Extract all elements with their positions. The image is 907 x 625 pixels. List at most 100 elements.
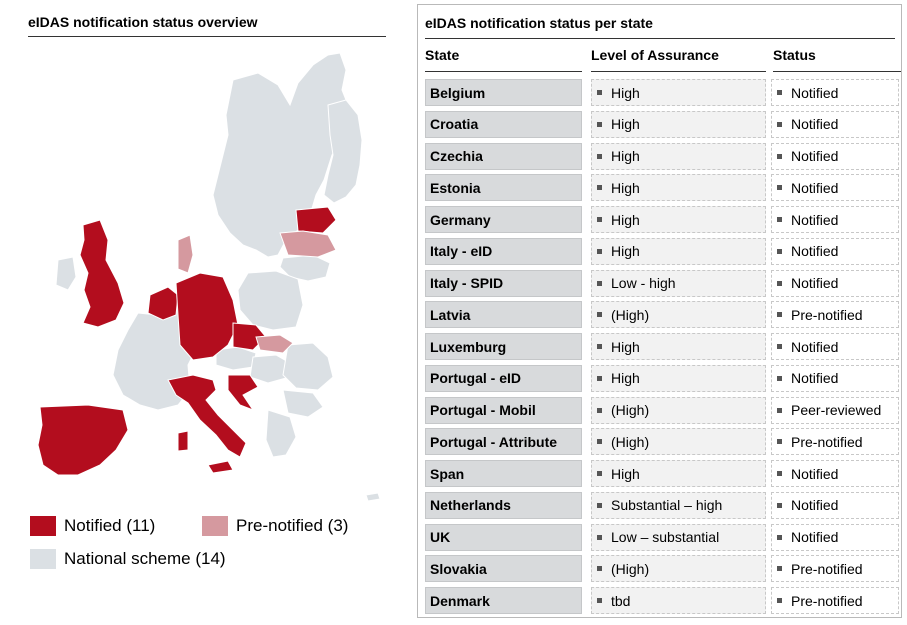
status-value: Pre-notified (791, 306, 863, 323)
state-name: Belgium (430, 84, 486, 101)
status-value: Notified (791, 84, 839, 101)
bullet-icon (777, 534, 782, 540)
status-value: Notified (791, 275, 839, 291)
status-value: Notified (791, 116, 839, 133)
loa-value: Low – substantial (611, 529, 720, 545)
table-row: Luxemburg High Notified (425, 333, 900, 365)
state-cell: Span (425, 460, 582, 487)
overview-title: eIDAS notification status overview (28, 10, 386, 37)
state-name: Netherlands (430, 497, 511, 514)
loa-value: High (611, 211, 640, 228)
map-region-sardinia (177, 430, 189, 452)
state-name: Italy - SPID (430, 275, 504, 291)
state-name: Czechia (430, 148, 483, 164)
table-row: Netherlands Substantial – high Notified (425, 491, 900, 524)
status-value: Notified (791, 497, 839, 514)
bullet-icon (777, 471, 782, 476)
bullet-icon (597, 375, 602, 381)
state-cell: Luxemburg (425, 333, 582, 360)
bullet-icon (597, 407, 602, 413)
state-name: UK (430, 529, 451, 545)
loa-value: High (611, 179, 640, 196)
status-value: Notified (791, 338, 839, 355)
map-region-cyprus (365, 492, 381, 502)
map-region-estonia (295, 206, 337, 234)
state-cell: Portugal - eID (425, 364, 582, 392)
table-row: Denmark tbd Pre-notified (425, 587, 900, 619)
table-row: Portugal - Attribute (High) Pre-notified (425, 428, 900, 460)
legend-label-pre-notified: Pre-notified (3) (236, 516, 349, 535)
loa-cell: Low - high (591, 269, 766, 297)
loa-cell: High (591, 364, 766, 392)
loa-value: Substantial – high (611, 497, 723, 514)
bullet-icon (777, 502, 782, 508)
loa-cell: High (591, 460, 766, 487)
state-cell: Denmark (425, 587, 582, 614)
bullet-icon (597, 471, 602, 476)
status-value: Notified (791, 243, 839, 260)
map-region-sicily (207, 460, 234, 474)
status-cell: Notified (771, 269, 899, 297)
status-cell: Notified (771, 491, 899, 519)
loa-cell: High (591, 206, 766, 233)
bullet-icon (597, 534, 602, 540)
column-header-status: Status (773, 47, 901, 72)
loa-cell: High (591, 110, 766, 138)
bullet-icon (777, 439, 782, 445)
table-row: Span High Notified (425, 460, 900, 492)
loa-value: High (611, 465, 640, 482)
table-row: Portugal - Mobil (High) Peer-reviewed (425, 396, 900, 429)
map-region-bulgaria (282, 389, 324, 418)
bullet-icon (597, 344, 602, 349)
table-row: Czechia High Notified (425, 142, 900, 175)
status-cell: Notified (771, 460, 899, 487)
table-row: Slovakia (High) Pre-notified (425, 555, 900, 587)
map-region-germany (175, 272, 239, 361)
bullet-icon (777, 153, 782, 159)
map-region-uk (79, 219, 125, 328)
status-cell: Notified (771, 110, 899, 138)
bullet-icon (777, 121, 782, 127)
state-name: Slovakia (430, 560, 487, 577)
bullet-icon (597, 248, 602, 254)
legend-label-notified: Notified (11) (64, 516, 156, 535)
bullet-icon (597, 280, 602, 286)
status-cell: Pre-notified (771, 428, 899, 456)
legend-item-notified: Notified (11) (30, 515, 155, 537)
legend-item-pre-notified: Pre-notified (3) (202, 515, 348, 537)
bullet-icon (777, 598, 782, 603)
status-value: Notified (791, 529, 839, 545)
state-cell: Estonia (425, 174, 582, 202)
map-region-finland (323, 99, 363, 204)
map-region-croatia (227, 374, 259, 412)
state-cell: Latvia (425, 301, 582, 329)
bullet-icon (597, 502, 602, 508)
map-region-italy (167, 374, 247, 458)
table-row: Belgium High Notified (425, 79, 900, 111)
loa-value: Low - high (611, 275, 676, 291)
bullet-icon (777, 312, 782, 318)
loa-cell: tbd (591, 587, 766, 614)
map-region-slovakia (255, 334, 294, 354)
state-name: Croatia (430, 116, 479, 133)
loa-cell: High (591, 333, 766, 360)
loa-value: (High) (611, 306, 650, 323)
status-value: Peer-reviewed (791, 402, 882, 418)
loa-cell: High (591, 237, 766, 265)
bullet-icon (777, 375, 782, 381)
bullet-icon (777, 566, 782, 572)
map-region-poland (237, 270, 304, 331)
state-cell: Portugal - Attribute (425, 428, 582, 456)
table-row: Portugal - eID High Notified (425, 364, 900, 397)
loa-cell: (High) (591, 555, 766, 583)
state-cell: Slovakia (425, 555, 582, 583)
status-value: Pre-notified (791, 592, 863, 609)
state-cell: Czechia (425, 142, 582, 170)
europe-map (37, 52, 381, 502)
state-name: Latvia (430, 306, 471, 323)
legend-item-national-scheme: National scheme (14) (30, 548, 226, 570)
loa-cell: High (591, 174, 766, 202)
map-region-greece (265, 409, 297, 458)
state-name: Denmark (430, 592, 490, 609)
state-name: Germany (430, 211, 491, 228)
